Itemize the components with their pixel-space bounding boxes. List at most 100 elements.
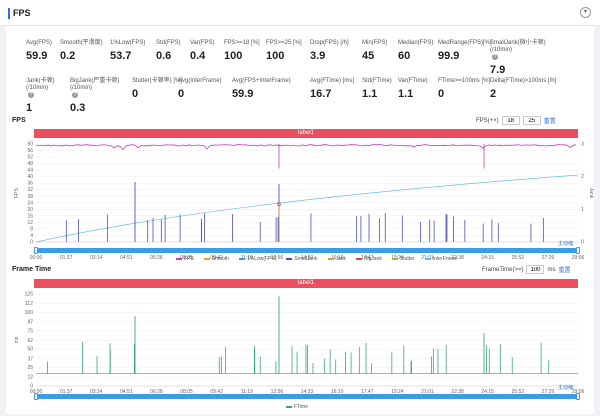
fps-x-tick: 06:28 xyxy=(150,255,163,261)
fps-y2-tick: 1 xyxy=(581,207,584,213)
fps-zoom-scrollbar[interactable] xyxy=(34,247,580,254)
fps-y-axis-label: FPS xyxy=(14,187,20,197)
fps-zoom-handle-left[interactable] xyxy=(34,247,38,254)
frametime-label-bar: label1 xyxy=(34,279,578,288)
ft-x-tick: 27:29 xyxy=(542,389,555,395)
fps-y-tick: 56 xyxy=(27,148,33,154)
fps-y-tick: 24 xyxy=(27,200,33,206)
frametime-unit: ms xyxy=(547,266,556,273)
metric-value: 59.9 xyxy=(232,88,254,100)
frametime-reset-link[interactable]: 重置 xyxy=(558,268,571,274)
header-accent-bar xyxy=(8,8,10,19)
metric-label: MedRange(FPS)[%] xyxy=(438,40,492,46)
legend-item[interactable]: Jank xyxy=(327,256,346,262)
metric-value: 100 xyxy=(224,50,243,62)
frametime-zoom-scrollbar[interactable] xyxy=(34,393,580,400)
metric-value: 16.7 xyxy=(310,88,332,100)
fps-threshold-a-input[interactable] xyxy=(501,116,520,125)
legend-item[interactable]: InterFrame xyxy=(424,256,457,262)
help-icon[interactable]: ? xyxy=(72,92,78,98)
legend-swatch xyxy=(286,258,293,260)
fps-y2-tick: 0 xyxy=(581,240,584,246)
legend-label: 1%Low(FPS) xyxy=(246,256,277,262)
fps-y-tick: 16 xyxy=(27,213,33,219)
fps-x-tick: 14:33 xyxy=(301,255,314,261)
metric-metrics_row2-2: Stutter(卡顿率) [%] 0 xyxy=(132,78,212,100)
metric-label-unit: (/10min) xyxy=(490,47,513,53)
fps-y-tick: 60 xyxy=(27,142,33,148)
fps-y2-tick: 2 xyxy=(581,174,584,180)
chevron-down-icon[interactable]: ▾ xyxy=(580,7,591,18)
metric-label: Avg(FPS) xyxy=(26,40,52,46)
frametime-zoom-handle-left[interactable] xyxy=(34,393,38,400)
ft-y-tick: 75 xyxy=(27,328,33,334)
fps-x-tick: 11:19 xyxy=(241,255,253,261)
legend-item[interactable]: FTime xyxy=(286,404,308,410)
metric-label: Min(FPS) xyxy=(362,40,388,46)
metric-label: Var(FTime) xyxy=(398,78,428,84)
fps-x-tick: 22:38 xyxy=(451,255,464,261)
metric-label: 1%Low(FPS) xyxy=(110,40,146,46)
fps-y2-tick: 3 xyxy=(581,142,584,148)
fps-zoom-reset[interactable]: 主动缩 xyxy=(558,241,574,247)
fps-y-tick: 4 xyxy=(30,233,33,239)
legend-swatch xyxy=(424,258,431,260)
fps-x-tick: 12:56 xyxy=(271,255,284,261)
help-icon[interactable]: ? xyxy=(492,54,498,60)
fps-label-bar: label1 xyxy=(34,129,578,138)
ft-x-tick: 21:01 xyxy=(421,389,434,395)
metric-value: 0 xyxy=(132,88,139,100)
ft-y-tick: 0 xyxy=(30,384,33,390)
fps-x-tick: 16:10 xyxy=(331,255,344,261)
ft-x-tick: 00:00 xyxy=(30,389,43,395)
metric-metrics_row2-4: Avg(FPS+InterFrame) 59.9 xyxy=(232,78,312,100)
metric-label: Stutter(卡顿率) [%] xyxy=(132,78,183,84)
metric-value: 100 xyxy=(266,50,285,62)
fps-series-line xyxy=(35,144,577,151)
ft-x-tick: 01:37 xyxy=(60,389,73,395)
help-icon[interactable]: ? xyxy=(28,92,34,98)
legend-item[interactable]: Stutter xyxy=(391,256,415,262)
legend-swatch xyxy=(203,258,210,260)
metric-label-unit: (/10min) xyxy=(70,85,93,91)
metric-metrics_row1-11: SmallJank(微小卡顿) (/10min)? 7.9 xyxy=(490,40,570,76)
legend-item[interactable]: Smooth xyxy=(203,256,229,262)
metric-metrics_row1-2: 1%Low(FPS) 53.7 xyxy=(110,40,190,62)
legend-item[interactable]: 1%Low(FPS) xyxy=(238,256,277,262)
metric-value: 0.4 xyxy=(190,50,206,62)
fps-y-tick: 36 xyxy=(27,181,33,187)
metric-value: 1 xyxy=(26,101,33,114)
metric-metrics_row1-10: MedRange(FPS)[%] 99.9 xyxy=(438,40,518,62)
fps-reset-link[interactable]: 重置 xyxy=(543,119,556,125)
legend-swatch xyxy=(176,258,182,260)
metric-label: SmallJank(微小卡顿) xyxy=(490,40,546,46)
metric-label-unit: (/10min) xyxy=(26,85,49,91)
fps-threshold-b-input[interactable] xyxy=(522,116,541,125)
frametime-zoom-reset[interactable]: 主动缩 xyxy=(558,385,574,391)
ft-x-tick: 08:05 xyxy=(180,389,193,395)
legend-label: Stutter xyxy=(399,256,415,262)
frametime-section-title: Frame Time xyxy=(12,266,52,273)
frametime-threshold-input[interactable] xyxy=(526,265,545,274)
metric-label: FTime>=100ms [%] xyxy=(438,78,491,84)
fps-y2-axis-label: Jank xyxy=(588,188,594,199)
metric-metrics_row2-8: FTime>=100ms [%] 0 xyxy=(438,78,518,100)
fps-zoom-handle-right[interactable] xyxy=(576,247,580,254)
legend-swatch xyxy=(327,258,334,260)
fps-legend: FPS Smooth 1%Low(FPS) SmallJank Jank BigJank S… xyxy=(176,256,457,262)
legend-item[interactable]: BigJank xyxy=(356,256,382,262)
metric-label: BigJank(严重卡顿) xyxy=(70,78,120,84)
legend-item[interactable]: FPS xyxy=(176,256,194,262)
metric-value: 3.9 xyxy=(310,50,326,62)
metric-metrics_row1-7: Drop(FPS) [/h] 3.9 xyxy=(310,40,390,62)
metric-value: 59.9 xyxy=(26,50,48,62)
metric-label: Var(FPS) xyxy=(190,40,215,46)
page-title: FPS xyxy=(13,8,31,18)
fps-x-tick: 17:47 xyxy=(361,255,374,261)
frametime-zoom-handle-right[interactable] xyxy=(576,393,580,400)
frametime-chart: 125 112 100 87 75 62 50 37 25 12 0 ms 00:00 01:37 03:1… xyxy=(14,292,584,396)
legend-swatch xyxy=(238,258,245,260)
legend-item[interactable]: SmallJank xyxy=(286,256,318,262)
metric-metrics_row2-3: Avg(InterFrame) 0 xyxy=(178,78,258,100)
